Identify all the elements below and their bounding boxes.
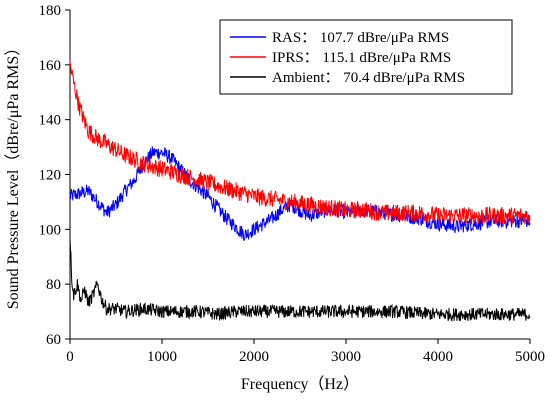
y-axis-ticks: 60 80 100 120 140 160 180 xyxy=(39,3,70,348)
y-tick-label: 120 xyxy=(39,168,62,184)
y-tick-label: 100 xyxy=(39,222,62,238)
y-tick-label: 180 xyxy=(39,3,62,19)
x-tick-label: 1000 xyxy=(147,349,177,365)
x-tick-label: 5000 xyxy=(515,349,545,365)
x-tick-label: 3000 xyxy=(331,349,361,365)
x-axis-title: Frequency（Hz） xyxy=(241,375,359,393)
legend-box xyxy=(219,19,513,95)
y-tick-label: 140 xyxy=(39,113,62,129)
legend-label: IPRS： 115.1 dBre/μPa RMS xyxy=(272,50,451,66)
legend-label: Ambient： 70.4 dBre/μPa RMS xyxy=(272,70,465,86)
y-axis-title: Sound Pressure Level（dBre/μPa RMS） xyxy=(4,40,22,309)
x-axis-ticks: 0 1000 2000 3000 4000 5000 xyxy=(66,339,545,365)
y-tick-label: 160 xyxy=(39,58,62,74)
x-tick-label: 0 xyxy=(66,349,74,365)
series-line-3 xyxy=(69,237,531,322)
series-line-1 xyxy=(69,146,531,242)
series-layer xyxy=(69,59,531,322)
x-tick-label: 4000 xyxy=(423,349,453,365)
legend: RAS： 107.7 dBre/μPa RMS IPRS： 115.1 dBre/… xyxy=(219,19,513,95)
series-line-2 xyxy=(69,59,531,225)
y-tick-label: 60 xyxy=(46,332,61,348)
legend-label: RAS： 107.7 dBre/μPa RMS xyxy=(272,30,449,46)
x-tick-label: 2000 xyxy=(239,349,269,365)
y-tick-label: 80 xyxy=(46,277,61,293)
